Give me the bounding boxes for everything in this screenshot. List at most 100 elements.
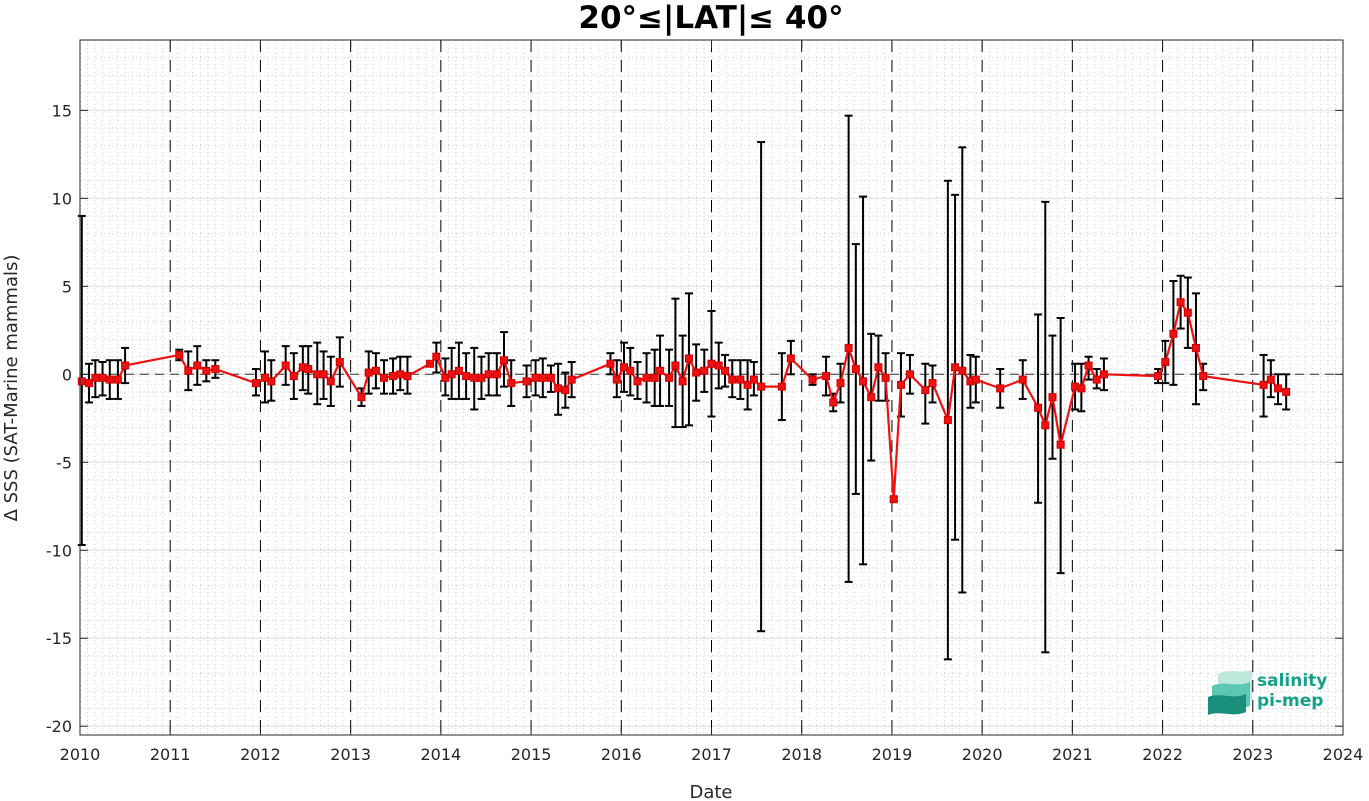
data-point [267, 377, 276, 386]
logo-text-salinity: salinity [1257, 671, 1327, 691]
data-point [202, 366, 211, 375]
y-tick-label: 10 [52, 189, 72, 208]
data-point [665, 373, 674, 382]
data-point [749, 375, 758, 384]
data-point [707, 359, 716, 368]
data-point [606, 359, 615, 368]
data-point [105, 375, 114, 384]
data-point [546, 373, 555, 382]
data-point [281, 361, 290, 370]
y-axis-label: Δ SSS (SAT-Marine mammals) [1, 255, 22, 522]
data-point [561, 386, 570, 395]
logo-wave-band-dark [1208, 694, 1246, 715]
data-point [554, 384, 563, 393]
x-tick-label: 2018 [781, 745, 822, 764]
y-tick-label: -10 [46, 541, 72, 560]
data-point [1077, 384, 1086, 393]
data-point [1282, 387, 1291, 396]
data-point [492, 370, 501, 379]
y-tick-label: 15 [52, 101, 72, 120]
data-point [996, 384, 1005, 393]
data-point [251, 379, 260, 388]
x-tick-label: 2022 [1142, 745, 1183, 764]
data-point [743, 380, 752, 389]
chart-title: 20°≤|LAT|≤ 40° [578, 0, 843, 36]
data-point [1176, 298, 1185, 307]
data-point [1259, 380, 1268, 389]
y-tick-label: 0 [62, 365, 72, 384]
data-point [319, 370, 328, 379]
data-point [396, 370, 405, 379]
data-point [721, 366, 730, 375]
data-point [896, 380, 905, 389]
x-tick-label: 2012 [240, 745, 281, 764]
grid-layer [79, 39, 1344, 735]
x-axis-label: Date [689, 782, 732, 801]
data-point [1048, 393, 1057, 402]
data-point [1169, 329, 1178, 338]
data-point [874, 363, 883, 372]
data-point [889, 495, 898, 504]
data-point [477, 373, 486, 382]
data-point [447, 370, 456, 379]
data-point [1191, 343, 1200, 352]
data-point [531, 373, 540, 382]
data-point [85, 379, 94, 388]
y-tick-label: -15 [46, 629, 72, 648]
x-tick-label: 2021 [1052, 745, 1093, 764]
data-point [777, 382, 786, 391]
data-point [633, 377, 642, 386]
data-point [175, 350, 184, 359]
data-point [728, 375, 737, 384]
data-point [211, 365, 220, 374]
data-point [1034, 403, 1043, 412]
data-point [454, 366, 463, 375]
data-point [462, 372, 471, 381]
x-tick-label: 2016 [601, 745, 642, 764]
x-tick-label: 2013 [330, 745, 371, 764]
x-tick-label: 2023 [1232, 745, 1273, 764]
data-point [786, 354, 795, 363]
data-point [432, 352, 441, 361]
data-point [389, 372, 398, 381]
data-point [1056, 440, 1065, 449]
data-point [808, 375, 817, 384]
data-point [371, 366, 380, 375]
data-point [684, 354, 693, 363]
data-point [121, 361, 130, 370]
data-point [714, 361, 723, 370]
data-point [91, 373, 100, 382]
data-point [484, 370, 493, 379]
data-point [1266, 375, 1275, 384]
logo-text-pi-mep: pi-mep [1257, 691, 1323, 711]
data-point [867, 393, 876, 402]
data-point [538, 373, 547, 382]
x-tick-label: 2014 [420, 745, 461, 764]
data-point [357, 393, 366, 402]
data-point [335, 357, 344, 366]
data-point [844, 343, 853, 352]
data-point [1274, 384, 1283, 393]
x-tick-label: 2017 [691, 745, 732, 764]
data-point [1161, 357, 1170, 366]
x-tick-label: 2015 [511, 745, 552, 764]
y-tick-label: -20 [46, 717, 72, 736]
x-tick-label: 2024 [1323, 745, 1364, 764]
data-point [1154, 372, 1163, 381]
data-point [921, 386, 930, 395]
data-point [671, 361, 680, 370]
data-point [1018, 375, 1027, 384]
data-point [836, 379, 845, 388]
ticks-layer: 15 10 5 0 -5 -10 -15 -20 2010 2011 2012 2013 2014 201… [46, 40, 1364, 764]
data-point [700, 366, 709, 375]
data-point [470, 373, 479, 382]
data-point [289, 372, 298, 381]
data-point [736, 375, 745, 384]
x-tick-label: 2010 [60, 745, 101, 764]
salinity-pi-mep-logo: salinity pi-mep [1208, 670, 1327, 715]
data-point [507, 379, 516, 388]
data-point [626, 366, 635, 375]
data-point [650, 373, 659, 382]
data-point [1041, 421, 1050, 430]
